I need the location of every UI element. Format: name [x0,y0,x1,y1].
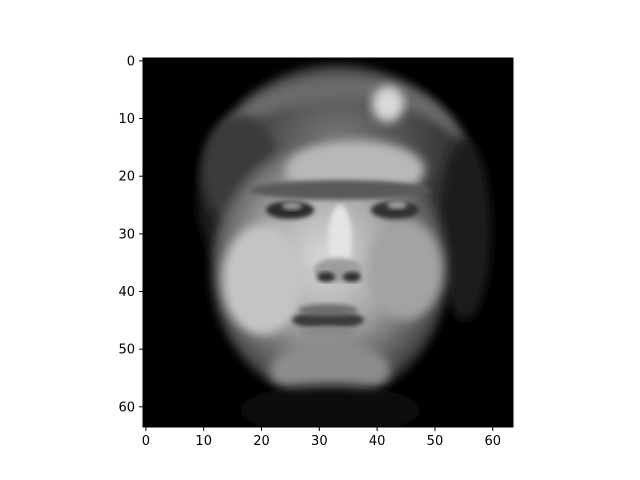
left-cheek [222,225,302,335]
mouth [292,311,364,329]
hair-top [220,76,470,150]
right-eye-highlight [387,201,407,209]
y-axis-ticks: 0 10 20 30 40 50 60 [118,54,143,415]
left-eye [266,201,314,219]
y-tick-label: 30 [118,227,135,242]
x-tick-label: 40 [369,434,386,449]
hair-side-right [439,140,491,320]
nostril-right [343,272,361,282]
heatmap-image [143,58,513,427]
axes-frame [142,57,514,428]
y-tick-label: 10 [118,112,135,127]
x-tick-label: 30 [311,434,328,449]
x-tick-label: 20 [253,434,270,449]
lower-lip [300,326,356,340]
right-cheek [367,220,443,320]
x-tick-label: 10 [195,434,212,449]
chin [270,342,390,398]
nose-bridge [328,205,352,275]
y-tick-label: 60 [118,400,135,415]
x-tick-label: 0 [142,434,150,449]
face-portrait [198,65,491,427]
y-tick-label: 50 [118,343,135,358]
x-axis-ticks: 0 10 20 30 40 50 60 [142,427,501,449]
y-tick-label: 0 [127,54,135,69]
left-eye-highlight [282,202,302,210]
brow-shadow [250,180,430,200]
right-eye [371,201,419,219]
y-tick-label: 40 [118,285,135,300]
neck-shadow [240,385,420,427]
y-tick-label: 20 [118,170,135,185]
hair-highlight [372,86,404,122]
nostril-left [317,272,335,282]
upper-lip [298,304,358,316]
x-tick-label: 50 [427,434,444,449]
x-tick-label: 60 [484,434,501,449]
